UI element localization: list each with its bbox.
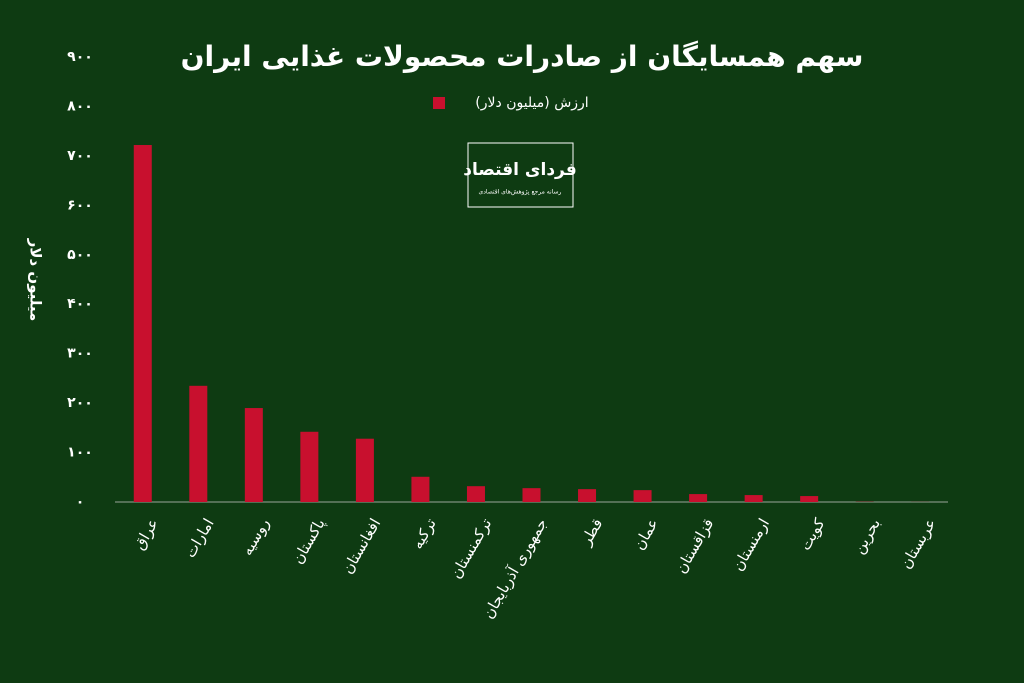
y-axis-label: میلیون دلار [27,238,45,322]
y-tick-label: ۸۰۰ [67,98,93,114]
legend-label: ارزش (میلیون دلار) [475,95,588,111]
y-tick-label: ۶۰۰ [67,197,93,213]
bar [300,431,319,502]
logo-frame [467,142,574,208]
y-tick-label: ۳۰۰ [67,346,93,362]
logo: فردای اقتصاد رسانه مرجع پژوهش‌های اقتصاد… [463,142,577,208]
y-tick-label: ۷۰۰ [67,148,93,164]
y-tick-label: ۴۰۰ [67,296,93,312]
bar [133,145,152,502]
bar [355,438,374,502]
logo-name: فردای اقتصاد [463,160,577,180]
y-tick-label: ۵۰۰ [67,247,93,263]
y-tick-label: ۰ [76,494,85,510]
logo-tagline: رسانه مرجع پژوهش‌های اقتصادی [479,189,562,196]
bar [522,488,541,502]
chart-title: سهم همسایگان از صادرات محصولات غذایی ایر… [181,40,864,73]
y-tick-label: ۱۰۰ [67,445,93,461]
bar [744,495,763,502]
bar [466,486,485,502]
bar [244,408,263,502]
bar [189,385,208,502]
bar [578,489,597,502]
y-tick-label: ۹۰۰ [67,49,93,65]
bar [689,494,708,502]
legend-swatch [433,97,445,109]
y-tick-label: ۲۰۰ [67,395,93,411]
bar [633,490,652,502]
bar [800,496,819,502]
bar [411,476,430,502]
